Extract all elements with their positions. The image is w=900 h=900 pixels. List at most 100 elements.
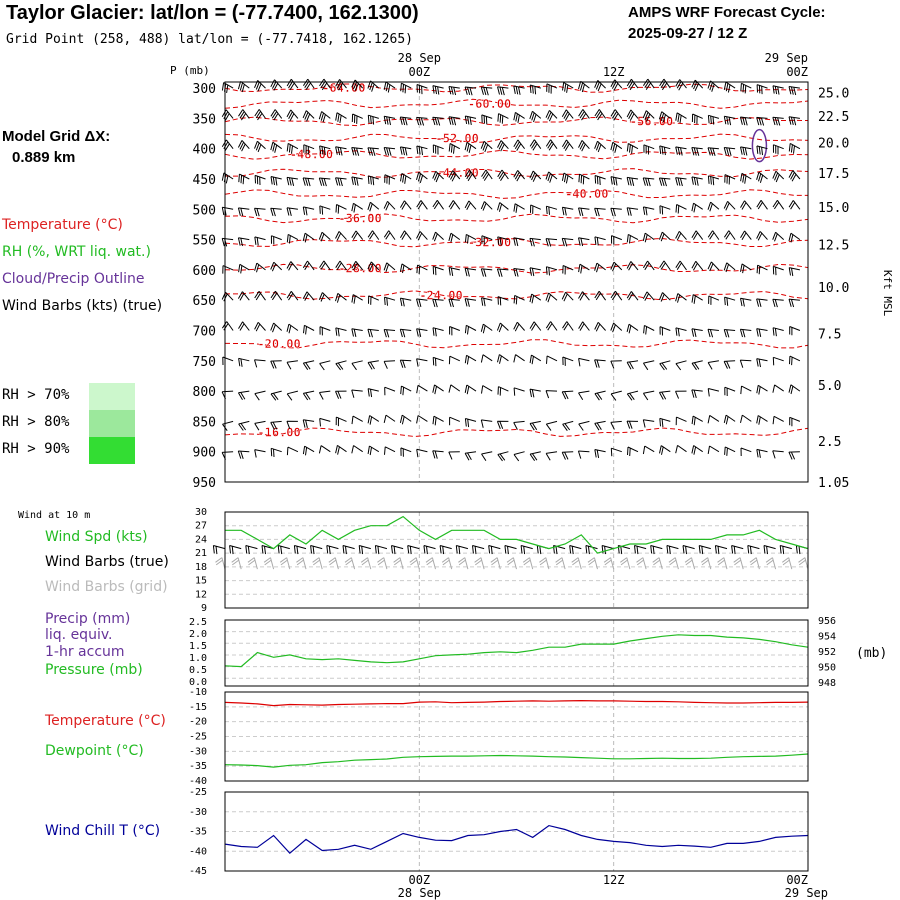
xsec-wind-barb (658, 231, 671, 242)
xsec-wind-barb (594, 140, 606, 153)
legend-temperature: Temperature (°C) (2, 217, 123, 233)
cloud-outline (751, 128, 768, 163)
xsec-wind-barb (416, 264, 428, 275)
sfc-wind-barb-grid (490, 557, 501, 570)
panel-frame (224, 791, 809, 872)
xsec-wind-barb (513, 321, 525, 332)
xsec-wind-barb (626, 233, 639, 244)
xsec-wind-barb (675, 230, 687, 241)
pressure-tick-label: 500 (193, 203, 216, 218)
xsec-wind-barb (367, 445, 380, 456)
sfc-wind-barb-true (714, 545, 728, 555)
xsec-wind-barb (384, 386, 396, 396)
xsec-wind-barb (286, 207, 298, 217)
xsec-wind-barb (448, 267, 460, 276)
xsec-wind-barb (546, 83, 558, 94)
xsec-wind-barb (626, 207, 639, 216)
xsec-wind-barb (594, 420, 606, 431)
wind-chill-series (224, 824, 809, 855)
pressure-tick-label: 800 (193, 385, 216, 400)
xsec-wind-barb (578, 207, 590, 217)
pressure-series (224, 634, 809, 668)
sfc-wind-barb-true (229, 545, 242, 555)
xsec-wind-barb (448, 355, 461, 365)
xsec-wind-barb (772, 265, 784, 276)
xsec-wind-barb (432, 298, 444, 308)
kft-tick-label: 5.0 (818, 379, 841, 394)
xsec-wind-barb (464, 324, 477, 335)
xsec-wind-barb (286, 446, 299, 456)
sfc-wind-barb-grid (360, 557, 372, 570)
xsec-wind-barb (497, 202, 509, 212)
xsec-wind-barb (400, 447, 412, 457)
sfc-wind-barb-grid (231, 557, 242, 570)
kft-tick-label: 20.0 (818, 137, 849, 152)
xsec-wind-barb (691, 113, 703, 124)
xsec-wind-barb (416, 171, 428, 184)
xsec-wind-barb (530, 204, 541, 214)
xsec-wind-barb (724, 174, 736, 185)
xsec-wind-barb (756, 298, 768, 308)
xsec-wind-barb (237, 207, 250, 217)
xsec-wind-barb (351, 230, 364, 240)
xsec-wind-barb (626, 323, 639, 334)
xsec-wind-barb (432, 356, 444, 367)
xsec-wind-barb (642, 260, 655, 271)
rh-70-swatch (89, 383, 135, 410)
xsec-wind-barb (302, 177, 315, 187)
xsec-wind-barb (740, 297, 752, 307)
xsec-wind-barb (400, 82, 412, 94)
temperature-series (224, 699, 809, 707)
xsec-wind-barb (739, 328, 752, 338)
xsec-wind-barb (626, 143, 639, 154)
xsec-wind-barb (675, 204, 687, 214)
sfc-wind-barb-grid (215, 557, 226, 570)
xsec-wind-barb (659, 445, 671, 455)
xsec-wind-barb (497, 113, 509, 124)
xsec-wind-barb (594, 262, 606, 273)
wind-chill-tick: -25 (189, 787, 207, 798)
precip-accum-label: 1-hr accum (45, 644, 125, 660)
xsec-wind-barb (740, 200, 752, 210)
xsec-wind-barb (270, 360, 282, 369)
xsec-wind-barb (675, 112, 687, 124)
xsec-wind-barb (691, 445, 703, 455)
xsec-wind-barb (351, 147, 363, 156)
xsec-wind-barb (286, 390, 299, 401)
sfc-wind-barb-grid (652, 557, 663, 570)
wind-speed-tick: 24 (195, 534, 207, 545)
xsec-wind-barb (367, 147, 379, 156)
panel-frame (224, 619, 809, 687)
panel-frame (224, 691, 809, 782)
xsec-wind-barb (513, 139, 525, 151)
xsec-wind-barb (383, 414, 396, 424)
xsec-wind-barb (448, 384, 461, 393)
xsec-wind-barb (432, 116, 444, 126)
xsec-wind-barb (594, 449, 606, 458)
xsec-wind-barb (319, 260, 331, 271)
xsec-wind-barb (513, 420, 525, 430)
xsec-wind-barb (318, 231, 331, 242)
xsec-wind-barb (399, 297, 412, 307)
xsec-wind-barb (772, 356, 784, 366)
xsec-wind-barb (318, 390, 331, 400)
xsec-wind-barb (335, 327, 347, 337)
xsec-wind-barb (529, 267, 541, 277)
xsec-wind-barb (254, 390, 266, 401)
wind-barbs-grid-label: Wind Barbs (grid) (45, 579, 168, 595)
xsec-wind-barb (448, 298, 460, 308)
xsec-wind-barb (561, 237, 574, 247)
xsec-wind-barb (367, 388, 379, 398)
pressure-tick-label: 400 (193, 143, 216, 158)
xsec-wind-barb (416, 415, 428, 424)
xsec-wind-barb (691, 415, 703, 426)
xsec-wind-barb (529, 110, 542, 123)
xsec-wind-barb (497, 354, 509, 364)
xsec-wind-barb (756, 171, 768, 183)
xsec-wind-barb (675, 293, 687, 303)
xsec-wind-barb (335, 260, 347, 271)
rh-70-label: RH > 70% (2, 387, 70, 403)
wind-chill-tick: -30 (189, 807, 207, 818)
xsec-wind-barb (707, 360, 719, 370)
panel-frame (224, 511, 809, 609)
